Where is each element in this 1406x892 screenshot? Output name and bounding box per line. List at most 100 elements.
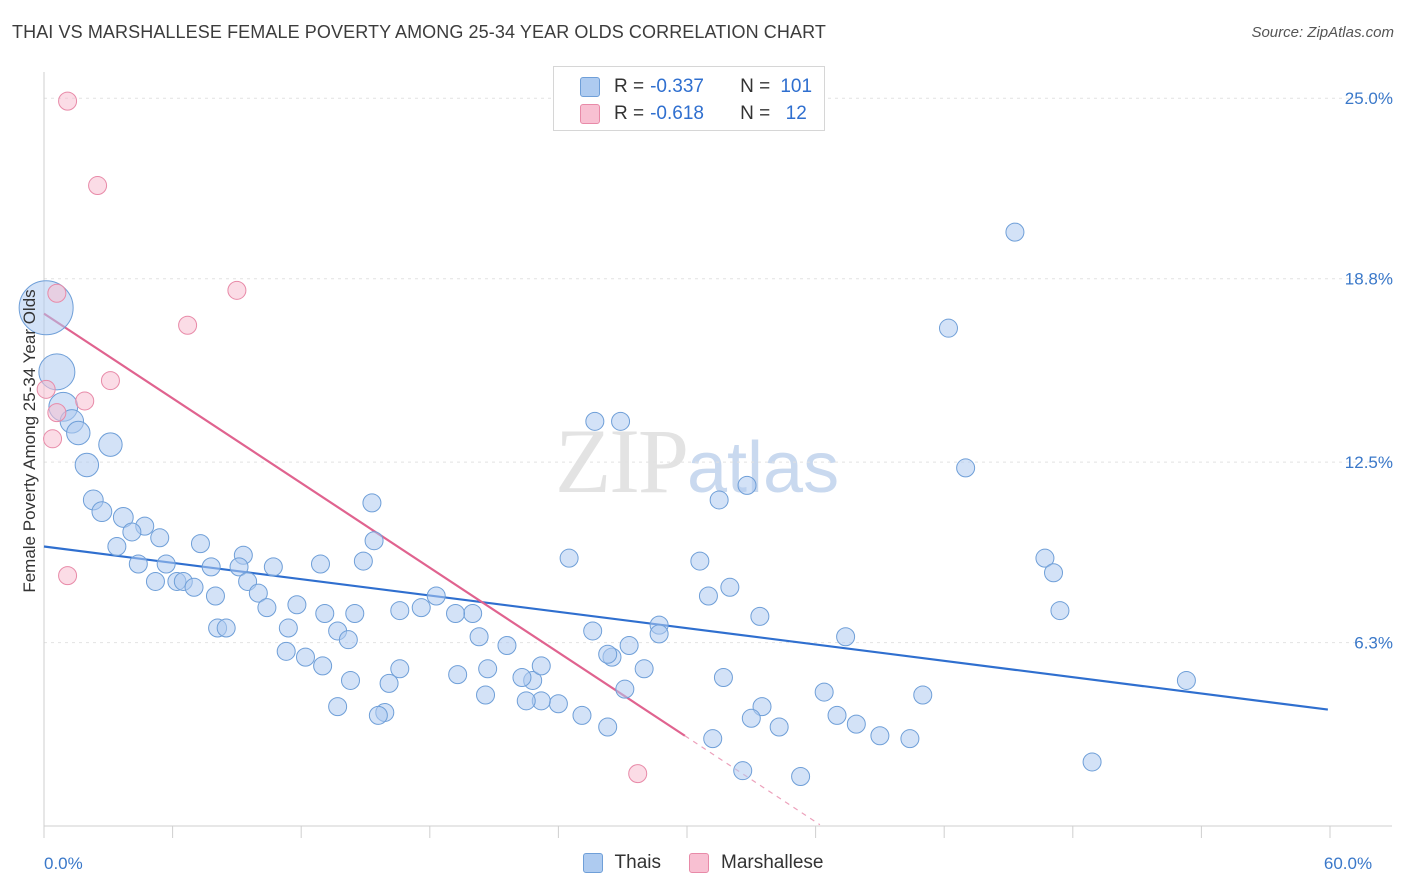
data-point bbox=[938, 318, 958, 338]
data-point bbox=[58, 566, 78, 586]
legend-row-thais: R = -0.337 N = 101 bbox=[580, 75, 816, 99]
series-legend-thais: Thais bbox=[582, 852, 662, 874]
data-point bbox=[390, 659, 410, 679]
y-axis-label: Female Poverty Among 25-34 Year Olds bbox=[20, 289, 39, 592]
data-point bbox=[741, 708, 761, 728]
axes bbox=[43, 72, 1392, 838]
data-point bbox=[36, 379, 56, 399]
data-point bbox=[827, 705, 847, 725]
data-point bbox=[548, 694, 568, 714]
data-point bbox=[248, 583, 268, 603]
trend-line-marshallese bbox=[43, 312, 686, 737]
series-swatch-thais bbox=[582, 853, 603, 873]
data-point bbox=[47, 403, 67, 423]
x-tick-label: 60.0% bbox=[1324, 854, 1372, 873]
data-point bbox=[145, 571, 165, 591]
data-point bbox=[585, 411, 605, 431]
data-point bbox=[122, 522, 142, 542]
data-point bbox=[448, 665, 468, 685]
data-point bbox=[463, 603, 483, 623]
data-point bbox=[58, 91, 78, 111]
trend-line-thais bbox=[43, 545, 1328, 711]
data-point bbox=[900, 729, 920, 749]
data-point bbox=[66, 420, 91, 446]
legend-r-value: -0.337 bbox=[650, 76, 704, 97]
data-point bbox=[478, 659, 498, 679]
data-point bbox=[379, 673, 399, 693]
data-point bbox=[338, 630, 358, 650]
series-legend-marshallese: Marshallese bbox=[689, 852, 823, 874]
data-point bbox=[345, 603, 365, 623]
trend-lines bbox=[43, 312, 1328, 826]
data-point bbox=[205, 586, 225, 606]
data-point bbox=[634, 659, 654, 679]
data-point bbox=[328, 697, 348, 717]
data-point bbox=[287, 595, 307, 615]
data-point bbox=[1044, 563, 1064, 583]
data-point bbox=[690, 551, 710, 571]
data-point bbox=[150, 528, 170, 548]
data-point bbox=[476, 685, 496, 705]
data-point bbox=[184, 577, 204, 597]
legend-row-marshallese: R = -0.618 N = 12 bbox=[580, 102, 816, 126]
data-point bbox=[88, 176, 108, 196]
y-tick-label: 18.8% bbox=[1345, 270, 1393, 289]
y-tick-label: 12.5% bbox=[1345, 453, 1393, 472]
legend-n-value: 12 bbox=[785, 103, 807, 124]
data-point bbox=[713, 668, 733, 688]
data-points bbox=[18, 91, 1196, 787]
x-tick-label: 0.0% bbox=[44, 854, 83, 873]
data-point bbox=[364, 531, 384, 551]
data-point bbox=[733, 761, 753, 781]
data-point bbox=[516, 691, 536, 711]
data-point bbox=[846, 714, 866, 734]
data-point bbox=[340, 670, 360, 690]
data-point bbox=[531, 656, 551, 676]
data-point bbox=[216, 618, 236, 638]
data-point bbox=[313, 656, 333, 676]
data-point bbox=[512, 668, 532, 688]
data-point bbox=[310, 554, 330, 574]
legend-r-value: -0.618 bbox=[650, 103, 704, 124]
data-point bbox=[598, 717, 618, 737]
y-tick-label: 6.3% bbox=[1354, 634, 1393, 653]
series-swatch-marshallese bbox=[689, 853, 710, 873]
data-point bbox=[190, 534, 210, 554]
tick-labels: 6.3% 12.5% 18.8% 25.0% 0.0% 60.0% Female Pover… bbox=[20, 89, 1393, 873]
data-point bbox=[278, 618, 298, 638]
data-point bbox=[229, 557, 249, 577]
data-point bbox=[295, 647, 315, 667]
series-marshallese bbox=[36, 91, 648, 784]
data-point bbox=[737, 475, 757, 495]
data-point bbox=[315, 603, 335, 623]
series-label-marshallese: Marshallese bbox=[721, 852, 824, 873]
data-point bbox=[649, 624, 669, 644]
legend-n-value: 101 bbox=[780, 76, 813, 97]
data-point bbox=[619, 636, 639, 656]
data-point bbox=[583, 621, 603, 641]
trend-extension bbox=[684, 735, 821, 826]
data-point bbox=[698, 586, 718, 606]
y-tick-label: 25.0% bbox=[1345, 89, 1393, 108]
data-point bbox=[91, 501, 113, 522]
data-point bbox=[257, 598, 277, 618]
series-label-thais: Thais bbox=[614, 852, 662, 873]
data-point bbox=[446, 603, 466, 623]
data-point bbox=[362, 493, 382, 513]
data-point bbox=[615, 679, 635, 699]
data-point bbox=[128, 554, 148, 574]
legend-r-label: R = bbox=[614, 103, 645, 124]
data-point bbox=[353, 551, 373, 571]
data-point bbox=[611, 411, 631, 431]
data-point bbox=[100, 371, 120, 391]
data-point bbox=[178, 315, 198, 335]
data-point bbox=[572, 705, 592, 725]
legend-n-label: N = bbox=[740, 76, 771, 97]
data-point bbox=[390, 601, 410, 621]
data-point bbox=[628, 764, 648, 784]
data-point bbox=[469, 627, 489, 647]
legend-swatch-thais bbox=[580, 77, 600, 97]
data-point bbox=[112, 507, 134, 528]
data-point bbox=[276, 641, 296, 661]
